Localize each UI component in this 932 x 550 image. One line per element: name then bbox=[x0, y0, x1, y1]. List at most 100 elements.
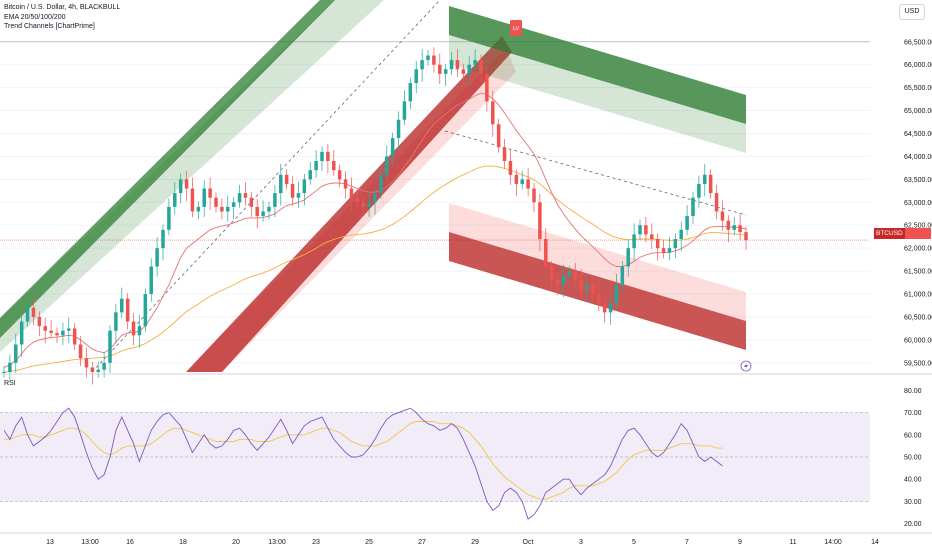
candle-body bbox=[284, 174, 289, 184]
candle-body bbox=[455, 60, 460, 70]
candle-body bbox=[414, 69, 418, 84]
candle-body bbox=[43, 326, 47, 331]
green-channel-upper-light bbox=[449, 35, 746, 153]
rsi-panel-label[interactable]: RSI bbox=[4, 380, 16, 387]
lightning-icon bbox=[740, 360, 752, 372]
time-axis-label: 20 bbox=[232, 539, 240, 546]
time-axis-label: 5 bbox=[632, 539, 636, 546]
candle-body bbox=[561, 275, 566, 285]
candle-body bbox=[685, 216, 689, 230]
candle-body bbox=[14, 344, 18, 363]
candle-body bbox=[632, 234, 636, 249]
candle-body bbox=[84, 358, 89, 368]
candle-body bbox=[673, 238, 678, 249]
time-axis-label: 29 bbox=[471, 539, 479, 546]
candle-body bbox=[567, 271, 572, 276]
candle-body bbox=[302, 179, 307, 194]
candle-body bbox=[2, 372, 6, 373]
candle-body bbox=[720, 211, 725, 221]
time-axis-label: 18 bbox=[179, 539, 187, 546]
candle-body bbox=[8, 362, 12, 372]
candle-body bbox=[691, 197, 695, 217]
time-axis-label: 23 bbox=[312, 539, 320, 546]
candle-body bbox=[508, 161, 513, 175]
time-axis-label: 13:00 bbox=[268, 539, 286, 546]
rsi-axis-label: 40.00 bbox=[904, 477, 922, 484]
candle-body bbox=[714, 193, 719, 212]
rsi-axis-label: 60.00 bbox=[904, 432, 922, 439]
candle-body bbox=[178, 179, 183, 194]
candle-body bbox=[385, 156, 389, 175]
candle-body bbox=[337, 170, 342, 180]
candle-body bbox=[426, 55, 430, 61]
candle-body bbox=[650, 234, 654, 239]
price-axis-label: 63,500.00 bbox=[904, 177, 932, 184]
rsi-axis-label: 20.00 bbox=[904, 521, 922, 528]
candle-body bbox=[367, 202, 371, 207]
candle-body bbox=[708, 174, 713, 194]
ema-indicator-label[interactable]: EMA 20/50/100/200 bbox=[4, 13, 66, 21]
trend-channels-indicator-label[interactable]: Trend Channels [ChartPrime] bbox=[4, 23, 95, 30]
symbol-title[interactable]: Bitcoin / U.S. Dollar, 4h, BLACKBULL bbox=[4, 4, 121, 11]
candle-body bbox=[726, 220, 731, 230]
candle-body bbox=[602, 303, 607, 313]
ascending-trend-line bbox=[91, 0, 441, 373]
price-axis-label: 65,500.00 bbox=[904, 85, 932, 92]
candle-body bbox=[290, 183, 295, 198]
candle-body bbox=[496, 124, 501, 148]
candle-body bbox=[67, 328, 71, 331]
price-axis-label: 60,500.00 bbox=[904, 314, 932, 321]
candle-body bbox=[143, 294, 148, 327]
candle-body bbox=[72, 328, 77, 345]
rsi-axis-label: 70.00 bbox=[904, 410, 922, 417]
candle-body bbox=[208, 188, 212, 198]
candle-body bbox=[585, 284, 589, 290]
currency-selector[interactable]: USD bbox=[899, 4, 925, 20]
price-axis-label: 62,500.00 bbox=[904, 223, 932, 230]
candle-body bbox=[361, 202, 365, 207]
candle-body bbox=[396, 119, 401, 139]
candle-body bbox=[697, 183, 701, 198]
candle-body bbox=[485, 73, 489, 102]
candle-body bbox=[443, 69, 448, 74]
candle-body bbox=[131, 321, 136, 336]
candle-body bbox=[667, 248, 672, 253]
candle-body bbox=[514, 174, 519, 184]
time-axis-label: 11 bbox=[789, 539, 796, 546]
candle-body bbox=[626, 248, 630, 267]
price-axis-label: 60,000.00 bbox=[904, 337, 932, 344]
time-axis-label: 16 bbox=[126, 539, 134, 546]
candle-body bbox=[149, 266, 153, 295]
candle-body bbox=[137, 326, 142, 336]
price-axis-label: 65,000.00 bbox=[904, 108, 932, 115]
red-channel-band-dark-upper bbox=[186, 36, 512, 372]
candle-body bbox=[738, 225, 742, 233]
candle-body bbox=[196, 206, 201, 212]
candle-body bbox=[502, 147, 507, 162]
price-axis-label: 64,500.00 bbox=[904, 131, 932, 138]
candle-body bbox=[744, 232, 748, 241]
price-axis-label: 62,000.00 bbox=[904, 246, 932, 253]
price-axis-label: 66,500.00 bbox=[904, 39, 932, 46]
candle-body bbox=[526, 179, 530, 189]
candle-body bbox=[190, 188, 195, 212]
candle-body bbox=[279, 174, 283, 194]
lv-marker-text: LV bbox=[513, 26, 520, 32]
time-axis-label: 3 bbox=[579, 539, 583, 546]
candle-body bbox=[243, 193, 248, 198]
red-channel-lower-light bbox=[449, 203, 746, 321]
time-axis-label: 7 bbox=[685, 539, 689, 546]
candle-body bbox=[379, 174, 383, 194]
candle-body bbox=[579, 280, 583, 290]
candle-body bbox=[231, 202, 236, 207]
candle-body bbox=[343, 179, 348, 189]
rsi-line bbox=[3, 407, 723, 520]
candle-body bbox=[96, 369, 100, 372]
time-axis-label: 14:00 bbox=[824, 539, 842, 546]
candle-body bbox=[402, 101, 407, 120]
candle-body bbox=[273, 193, 277, 207]
candle-body bbox=[267, 206, 271, 212]
price-axis-label: 66,000.00 bbox=[904, 62, 932, 69]
candle-body bbox=[549, 266, 554, 281]
